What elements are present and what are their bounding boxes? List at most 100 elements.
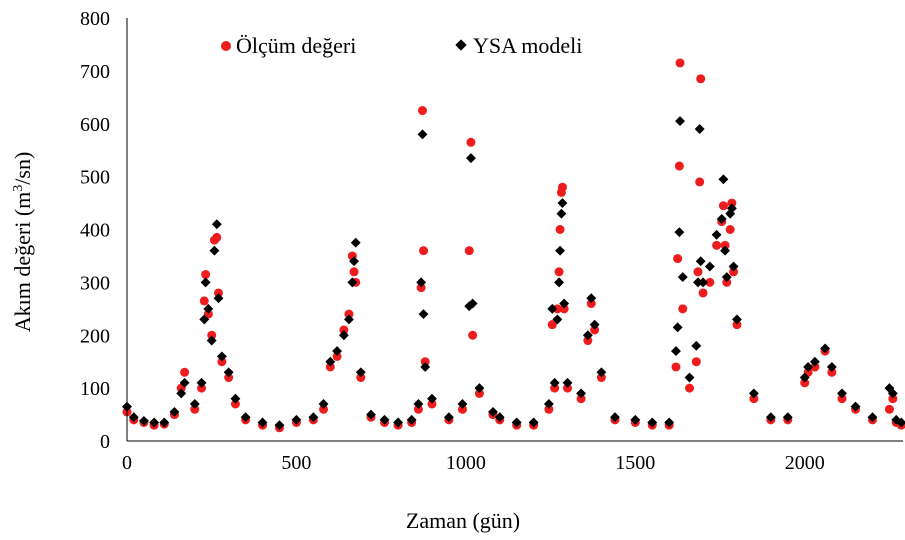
model-point (867, 412, 878, 423)
model-point (552, 314, 563, 325)
model-point (379, 414, 390, 425)
measured-point (673, 254, 683, 264)
model-point (732, 314, 742, 325)
model-point (596, 367, 607, 378)
model-point (349, 256, 359, 267)
series-0 (122, 58, 905, 433)
model-point (338, 330, 349, 341)
measured-point (674, 161, 684, 171)
measured-point (356, 373, 366, 383)
model-point (555, 245, 566, 256)
model-point (213, 293, 224, 304)
model-point (887, 388, 898, 399)
y-axis-title: Akım değeri (m3/sn) (10, 152, 35, 333)
measured-point (671, 362, 681, 372)
model-point (630, 414, 641, 425)
model-point (837, 388, 847, 399)
model-point (748, 388, 759, 399)
model-point (820, 343, 831, 354)
model-point (274, 420, 285, 431)
measured-point (712, 240, 722, 250)
model-point (420, 362, 431, 372)
model-point (366, 409, 376, 420)
model-point (159, 417, 170, 428)
model-point (557, 198, 568, 209)
measured-point (884, 404, 894, 414)
model-point (240, 412, 251, 423)
model-point (196, 377, 207, 388)
measured-point (729, 267, 739, 277)
model-point (782, 412, 793, 423)
model-point (803, 362, 814, 372)
model-point (199, 314, 210, 325)
model-point (726, 203, 737, 214)
measured-point (468, 330, 478, 340)
y-tick-label: 800 (80, 8, 110, 30)
plot-area (122, 58, 905, 433)
model-point (716, 213, 727, 224)
model-point (457, 399, 468, 409)
measured-point (559, 304, 569, 314)
model-point (674, 227, 685, 238)
model-point (350, 237, 361, 248)
model-point (672, 322, 683, 333)
legend-marker-olcum (221, 41, 231, 51)
measured-point (695, 177, 705, 187)
y-tick-label: 200 (80, 325, 110, 347)
model-point (547, 303, 558, 314)
measured-point (544, 404, 554, 414)
measured-point (339, 325, 349, 335)
measured-point (720, 240, 730, 250)
model-point (693, 277, 703, 288)
measured-point (212, 232, 222, 242)
model-point (799, 372, 810, 383)
measured-point (457, 404, 467, 414)
y-tick-label: 600 (80, 114, 110, 136)
y-tick-label: 300 (80, 272, 110, 294)
model-point (586, 293, 597, 304)
measured-point (586, 299, 596, 309)
measured-point (427, 399, 437, 409)
model-point (728, 261, 739, 272)
x-tick-label: 500 (281, 452, 311, 474)
model-point (826, 362, 837, 372)
measured-point (678, 304, 688, 314)
model-point (549, 377, 560, 388)
model-point (200, 277, 211, 288)
measured-point (190, 404, 200, 414)
measured-point (217, 357, 227, 367)
model-point (488, 406, 498, 417)
measured-point (474, 388, 484, 398)
x-tick-label: 1000 (446, 452, 486, 474)
measured-point (201, 269, 211, 279)
model-point (721, 272, 732, 283)
model-point (209, 245, 220, 256)
series-1 (122, 116, 905, 431)
measured-point (705, 277, 715, 287)
measured-point (800, 378, 810, 388)
measured-point (344, 309, 354, 319)
measured-point (722, 277, 732, 287)
model-point (576, 388, 587, 399)
y-axis-title-main: Akım değeri (m (10, 192, 35, 333)
model-point (355, 367, 366, 378)
model-point (347, 277, 358, 288)
y-tick-label: 700 (80, 61, 110, 83)
legend: Ölçüm değeri YSA modeli (221, 33, 582, 58)
measured-point (552, 304, 562, 314)
measured-point (583, 336, 593, 346)
model-point (179, 377, 190, 388)
legend-label-olcum: Ölçüm değeri (236, 33, 356, 58)
model-point (291, 414, 302, 425)
measured-point (325, 362, 335, 372)
model-point (169, 406, 180, 417)
y-tick-labels: 0 100 200 300 400 500 600 700 800 (80, 8, 110, 453)
model-point (704, 261, 715, 272)
measured-point (718, 201, 728, 211)
model-point (427, 393, 437, 404)
model-point (494, 412, 505, 423)
measured-point (596, 373, 606, 383)
measured-point (590, 325, 600, 335)
model-point (675, 116, 685, 127)
measured-point (420, 357, 430, 367)
